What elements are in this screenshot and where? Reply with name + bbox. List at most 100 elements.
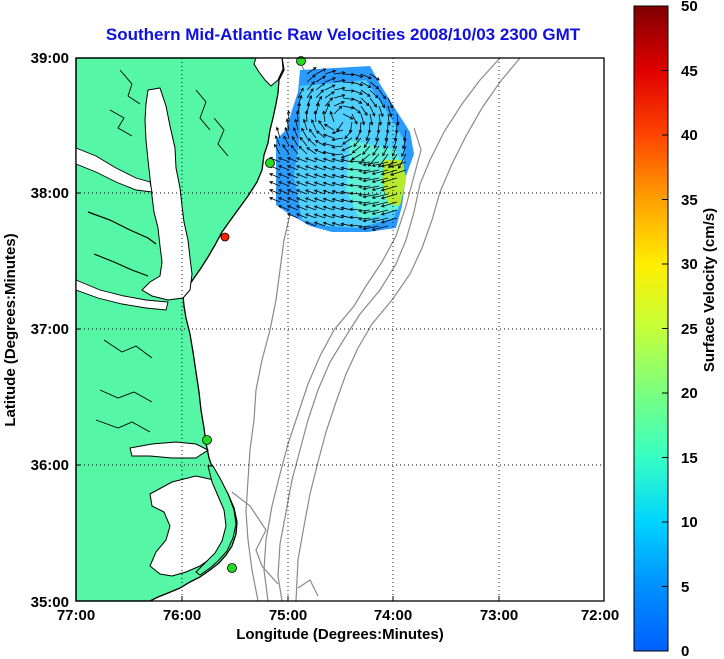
velocity-arrow	[363, 169, 380, 174]
velocity-arrow	[403, 129, 407, 141]
velocity-arrow	[349, 216, 362, 219]
velocity-arrow-head	[287, 213, 291, 217]
velocity-arrow	[372, 145, 380, 156]
velocity-arrow-head	[278, 181, 282, 185]
velocity-arrow-head	[362, 210, 367, 215]
velocity-arrow	[314, 197, 326, 203]
velocity-arrow-head	[313, 165, 318, 169]
velocity-arrow	[394, 129, 398, 141]
velocity-arrow	[369, 105, 376, 117]
velocity-arrow-head	[316, 102, 320, 107]
velocity-arrow	[324, 97, 333, 107]
station-marker	[265, 158, 275, 168]
velocity-arrow-head	[362, 151, 366, 155]
velocity-arrow-head	[304, 173, 309, 177]
velocity-arrow	[278, 165, 290, 171]
velocity-arrow	[287, 165, 299, 171]
velocity-arrow	[286, 119, 290, 131]
velocity-arrow	[378, 97, 385, 108]
velocity-arrow-head	[304, 205, 309, 209]
coastline-detail	[95, 69, 229, 433]
velocity-arrow	[291, 136, 299, 147]
velocity-arrow-head	[287, 205, 291, 209]
velocity-arrow-head	[338, 105, 343, 110]
map-plot-area	[75, 56, 605, 602]
velocity-arrow	[315, 75, 326, 83]
station-marker	[202, 435, 212, 445]
velocity-arrow-head	[278, 157, 282, 161]
velocity-arrow-head	[274, 135, 279, 139]
velocity-arrow-head	[326, 103, 330, 107]
velocity-arrow-head	[297, 102, 301, 107]
velocity-arrow	[349, 200, 362, 203]
velocity-arrow-head	[402, 145, 406, 150]
velocity-arrow-head	[340, 182, 345, 186]
velocity-arrow	[324, 77, 336, 83]
velocity-arrow-head	[285, 118, 290, 123]
velocity-arrow-head	[308, 95, 312, 99]
velocity-arrow	[293, 127, 299, 139]
velocity-arrow	[323, 166, 335, 171]
velocity-arrow-head	[331, 189, 336, 194]
velocity-arrow	[269, 173, 281, 179]
velocity-arrow-head	[380, 220, 385, 224]
velocity-arrow-head	[278, 197, 282, 201]
velocity-arrow	[336, 121, 344, 132]
velocity-arrow-head	[398, 165, 402, 169]
velocity-arrow-head	[313, 110, 318, 114]
velocity-arrow	[363, 185, 380, 190]
velocity-arrow	[315, 103, 320, 115]
colorbar-tick-label: 50	[681, 0, 698, 15]
velocity-arrow	[363, 137, 371, 148]
velocity-vectors	[269, 67, 407, 232]
velocity-arrow	[314, 157, 326, 163]
velocity-arrow-head	[331, 84, 336, 88]
velocity-arrow	[324, 84, 336, 91]
x-tick-label: 75:00	[269, 607, 307, 624]
y-tick-labels: 39:00 38:00 37:00 36:00 35:00	[31, 50, 69, 611]
velocity-arrow	[378, 105, 384, 117]
velocity-arrow	[342, 89, 354, 92]
velocity-arrow-head	[340, 158, 345, 162]
colorbar-tick-label: 40	[681, 127, 698, 144]
colorbar: 50 45 40 35 30 25 20 15 10 5 0 Surface V…	[633, 0, 718, 659]
velocity-arrow	[372, 177, 389, 183]
velocity-arrow-head	[322, 110, 326, 115]
velocity-arrow	[360, 105, 368, 116]
velocity-arrow-head	[367, 75, 372, 80]
velocity-arrow-head	[295, 189, 300, 193]
velocity-arrow-head	[340, 206, 345, 210]
velocity-arrow-head	[375, 137, 379, 142]
velocity-arrow	[299, 137, 308, 147]
velocity-arrow-head	[283, 135, 287, 140]
velocity-arrow	[333, 101, 345, 107]
velocity-arrow-head	[295, 205, 300, 209]
velocity-arrow-head	[378, 121, 383, 126]
velocity-arrow-head	[340, 198, 345, 202]
velocity-arrow	[359, 161, 371, 164]
velocity-arrow	[381, 209, 398, 215]
velocity-arrow	[351, 105, 361, 114]
velocity-arrow	[314, 111, 317, 123]
velocity-arrow-head	[350, 156, 355, 161]
velocity-arrow-head	[304, 197, 309, 201]
colorbar-tick-label: 10	[681, 514, 698, 531]
velocity-arrow-head	[287, 181, 291, 185]
velocity-arrow-head	[278, 165, 282, 169]
velocity-arrow-head	[304, 110, 309, 114]
velocity-arrow-head	[371, 219, 376, 224]
velocity-arrow	[297, 88, 304, 99]
velocity-arrow	[311, 119, 317, 131]
velocity-arrow	[323, 174, 335, 179]
velocity-arrow-head	[349, 223, 353, 228]
velocity-arrow	[287, 173, 299, 179]
velocity-arrow	[359, 209, 371, 212]
velocity-arrow-head	[278, 173, 282, 177]
delaware-bay	[253, 57, 284, 87]
velocity-arrow-head	[269, 173, 273, 177]
velocity-arrow-head	[294, 118, 298, 123]
velocity-arrow-head	[358, 217, 362, 221]
velocity-arrow-head	[382, 152, 386, 157]
velocity-arrow-head	[371, 195, 376, 200]
velocity-arrow	[296, 213, 308, 219]
